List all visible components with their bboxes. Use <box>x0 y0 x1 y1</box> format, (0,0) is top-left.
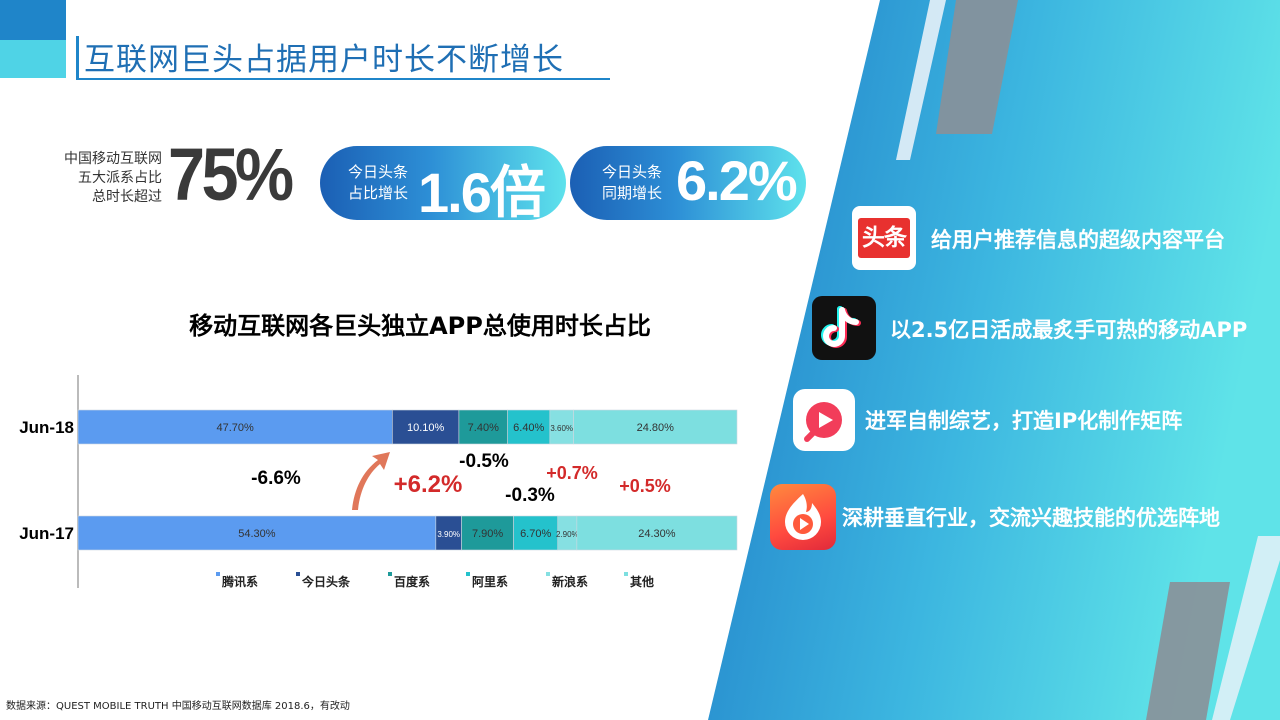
stat-share-value: 75% <box>168 133 294 216</box>
feature-text: 进军自制综艺，打造IP化制作矩阵 <box>865 409 1183 433</box>
xigua-play-glyph <box>804 402 842 442</box>
change-annotation: +0.7% <box>546 463 598 483</box>
feature-text: 给用户推荐信息的超级内容平台 <box>931 228 1225 252</box>
data-label: 6.70% <box>520 528 551 540</box>
stat-toutiao-share-value: 1.6倍 <box>418 161 546 224</box>
stat-toutiao-growth-label: 今日头条 同期增长 <box>594 162 670 204</box>
decor-stripe-light-bottom <box>1212 536 1280 720</box>
huoshan-video-app-icon <box>770 484 836 550</box>
category-label: Jun-18 <box>19 418 74 437</box>
bar-segment <box>392 409 460 445</box>
stat-share-label-line: 中国移动互联网 <box>64 151 162 167</box>
decor-stripe-gray <box>936 0 1018 134</box>
feature-text: 以2.5亿日活成最炙手可热的移动APP <box>890 318 1248 342</box>
douyin-note-glyph <box>821 306 861 348</box>
decor-stripe-gray-bottom <box>1146 582 1230 720</box>
data-label: 24.30% <box>638 528 676 540</box>
bar-segment <box>461 515 514 551</box>
legend-label: 百度系 <box>394 574 430 589</box>
legend-label: 其他 <box>630 574 654 589</box>
bar-segment <box>513 515 559 551</box>
stat-share-label-line: 五大派系占比 <box>78 170 162 186</box>
bar-segment <box>576 515 738 551</box>
data-label: 10.10% <box>407 422 445 434</box>
stat-pill-toutiao-share <box>320 146 566 220</box>
growth-arrow-icon <box>352 452 390 510</box>
stat-toutiao-share-label: 今日头条 占比增长 <box>340 162 416 204</box>
legend-swatch <box>216 572 220 576</box>
data-label: 7.90% <box>472 528 503 540</box>
feature-text: 深耕垂直行业，交流兴趣技能的优选阵地 <box>842 506 1220 530</box>
stat-toutiao-growth-value: 6.2% <box>676 149 798 212</box>
toutiao-icon-label: 头条 <box>858 218 910 258</box>
data-label: 3.90% <box>437 530 460 539</box>
corner-decor-cyan <box>0 40 66 78</box>
stat-share-label: 中国移动互联网 五大派系占比 总时长超过 <box>30 150 162 207</box>
legend-swatch <box>466 572 470 576</box>
page-title: 互联网巨头占据用户时长不断增长 <box>84 42 564 78</box>
data-label: 47.70% <box>217 422 255 434</box>
category-label: Jun-17 <box>19 524 74 543</box>
legend-swatch <box>296 572 300 576</box>
legend-swatch <box>388 572 392 576</box>
change-annotation: +0.5% <box>619 476 671 496</box>
legend-swatch <box>546 572 550 576</box>
stat-label-line: 今日头条 <box>347 163 408 181</box>
bar-segment <box>573 409 738 445</box>
data-label: 6.40% <box>513 422 544 434</box>
data-source-note: 数据来源：QUEST MOBILE TRUTH 中国移动互联网数据库 2018.… <box>6 701 350 712</box>
change-annotation: -0.5% <box>459 451 509 472</box>
legend-label: 今日头条 <box>301 574 351 589</box>
douyin-app-icon <box>812 296 876 360</box>
xigua-video-app-icon <box>793 389 855 451</box>
change-annotation: -6.6% <box>251 468 301 489</box>
chart-title: 移动互联网各巨头独立APP总使用时长占比 <box>189 312 651 340</box>
change-annotation: +6.2% <box>394 471 463 498</box>
data-label: 54.30% <box>238 528 276 540</box>
stat-label-line: 同期增长 <box>601 184 662 202</box>
title-accent-bar <box>76 36 79 78</box>
change-annotation: -0.3% <box>505 485 555 506</box>
legend-label: 新浪系 <box>552 574 588 589</box>
data-label: 2.90% <box>556 530 579 539</box>
bar-segment <box>77 515 437 551</box>
bar-segment <box>77 409 393 445</box>
data-label: 3.60% <box>550 424 573 433</box>
toutiao-app-icon: 头条 <box>852 206 916 270</box>
stacked-bar-chart: Jun-18 47.70% 10.10% 7.40% 6.40% 3.60% 24.80% J… <box>19 375 738 589</box>
title-underline <box>76 78 610 80</box>
stat-label-line: 今日头条 <box>601 163 662 181</box>
data-label: 7.40% <box>468 422 499 434</box>
bar-segment <box>458 409 508 445</box>
legend-label: 阿里系 <box>472 574 508 589</box>
stat-label-line: 占比增长 <box>347 184 408 202</box>
data-label: 24.80% <box>637 422 675 434</box>
stat-share-label-line: 总时长超过 <box>92 189 162 205</box>
decor-stripe-light <box>896 0 946 160</box>
legend-swatch <box>624 572 628 576</box>
huoshan-flame-glyph <box>785 494 821 540</box>
stat-pill-toutiao-growth <box>570 146 806 220</box>
legend-label: 腾讯系 <box>221 574 258 589</box>
